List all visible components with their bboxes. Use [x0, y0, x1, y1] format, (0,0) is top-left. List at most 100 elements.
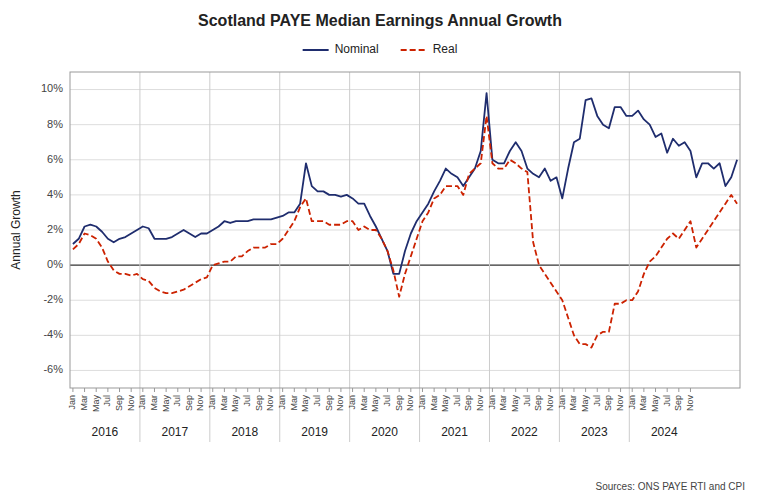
- x-tick: [667, 388, 668, 392]
- grid-line: [70, 370, 740, 371]
- x-tick-label: May: [161, 395, 171, 413]
- plot-frame: [70, 72, 740, 388]
- x-tick-label: Jan: [137, 395, 147, 410]
- x-tick-label: Nov: [126, 395, 136, 412]
- x-tick-label: Nov: [475, 395, 485, 412]
- title: Scotland PAYE Median Earnings Annual Gro…: [198, 12, 562, 29]
- x-tick: [166, 388, 167, 392]
- y-tick-label: 2%: [47, 223, 63, 235]
- x-tick: [527, 388, 528, 392]
- group-label: 2017: [162, 425, 189, 439]
- x-tick: [562, 388, 563, 392]
- x-tick: [317, 388, 318, 392]
- group-separator: [209, 72, 210, 442]
- x-tick-label: Jul: [312, 395, 322, 407]
- x-tick: [340, 388, 341, 392]
- x-tick: [259, 388, 260, 392]
- y-tick-label: 10%: [41, 82, 63, 94]
- x-tick: [643, 388, 644, 392]
- grid-line: [70, 230, 740, 231]
- x-tick: [352, 388, 353, 392]
- x-tick-label: Jan: [417, 395, 427, 410]
- x-tick: [212, 388, 213, 392]
- x-tick-label: Jan: [207, 395, 217, 410]
- x-tick: [550, 388, 551, 392]
- group-label: 2023: [581, 425, 608, 439]
- x-tick-label: Sep: [603, 395, 613, 411]
- x-tick-label: Mar: [149, 395, 159, 411]
- x-tick: [387, 388, 388, 392]
- y-tick-label: 8%: [47, 118, 63, 130]
- grid-line: [70, 335, 740, 336]
- x-tick: [84, 388, 85, 392]
- x-tick-label: Mar: [498, 395, 508, 411]
- y-axis-label: Annual Growth: [9, 190, 23, 269]
- x-tick-label: Mar: [289, 395, 299, 411]
- x-tick: [457, 388, 458, 392]
- x-tick: [632, 388, 633, 392]
- x-tick-label: Nov: [335, 395, 345, 412]
- x-tick: [678, 388, 679, 392]
- x-tick-label: Jan: [627, 395, 637, 410]
- x-tick-label: Jul: [172, 395, 182, 407]
- x-tick: [154, 388, 155, 392]
- x-tick: [422, 388, 423, 392]
- x-tick: [364, 388, 365, 392]
- x-tick-label: Sep: [254, 395, 264, 411]
- x-tick-label: Sep: [114, 395, 124, 411]
- x-tick: [539, 388, 540, 392]
- x-tick: [305, 388, 306, 392]
- x-tick: [72, 388, 73, 392]
- source-note: Sources: ONS PAYE RTI and CPI: [595, 481, 745, 492]
- group-separator: [139, 72, 140, 442]
- group-separator: [419, 72, 420, 442]
- x-tick: [399, 388, 400, 392]
- x-tick-label: Jan: [277, 395, 287, 410]
- series-line: [73, 116, 737, 348]
- y-tick-label: 0%: [47, 258, 63, 270]
- x-tick: [96, 388, 97, 392]
- x-tick-label: Jul: [102, 395, 112, 407]
- group-separators: [140, 72, 629, 442]
- legend-label: Nominal: [335, 42, 379, 56]
- grid-line: [70, 159, 740, 160]
- x-tick-label: Sep: [184, 395, 194, 411]
- x-tick-label: Jul: [382, 395, 392, 407]
- x-tick: [585, 388, 586, 392]
- x-tick: [247, 388, 248, 392]
- y-tick-label: -6%: [43, 363, 63, 375]
- x-tick-label: Sep: [324, 395, 334, 411]
- x-tick: [492, 388, 493, 392]
- x-tick-label: Jan: [67, 395, 77, 410]
- group-label: 2016: [92, 425, 119, 439]
- x-tick: [515, 388, 516, 392]
- lines: [73, 93, 737, 348]
- x-tick-label: Nov: [405, 395, 415, 412]
- x-tick: [107, 388, 108, 392]
- x-tick: [480, 388, 481, 392]
- group-separator: [559, 72, 560, 442]
- legend-swatch: [303, 49, 329, 51]
- y-tick-label: -4%: [43, 328, 63, 340]
- x-tick-label: Nov: [545, 395, 555, 412]
- x-tick-label: Sep: [463, 395, 473, 411]
- legend-label: Real: [433, 42, 458, 56]
- x-tick: [597, 388, 598, 392]
- grid-line: [70, 265, 740, 266]
- x-tick: [282, 388, 283, 392]
- x-tick-label: Mar: [568, 395, 578, 411]
- x-tick-label: Nov: [265, 395, 275, 412]
- x-tick-label: May: [650, 395, 660, 413]
- chart: Scotland PAYE Median Earnings Annual Gro…: [0, 0, 760, 500]
- x-tick: [177, 388, 178, 392]
- x-tick: [445, 388, 446, 392]
- group-label: 2021: [441, 425, 468, 439]
- x-tick: [119, 388, 120, 392]
- legend: Nominal Real: [303, 42, 458, 56]
- x-tick: [271, 388, 272, 392]
- group-separator: [279, 72, 280, 442]
- x-tick-label: May: [440, 395, 450, 413]
- grid-line: [70, 300, 740, 301]
- x-tick-label: Nov: [685, 395, 695, 412]
- y-tick-label: 6%: [47, 153, 63, 165]
